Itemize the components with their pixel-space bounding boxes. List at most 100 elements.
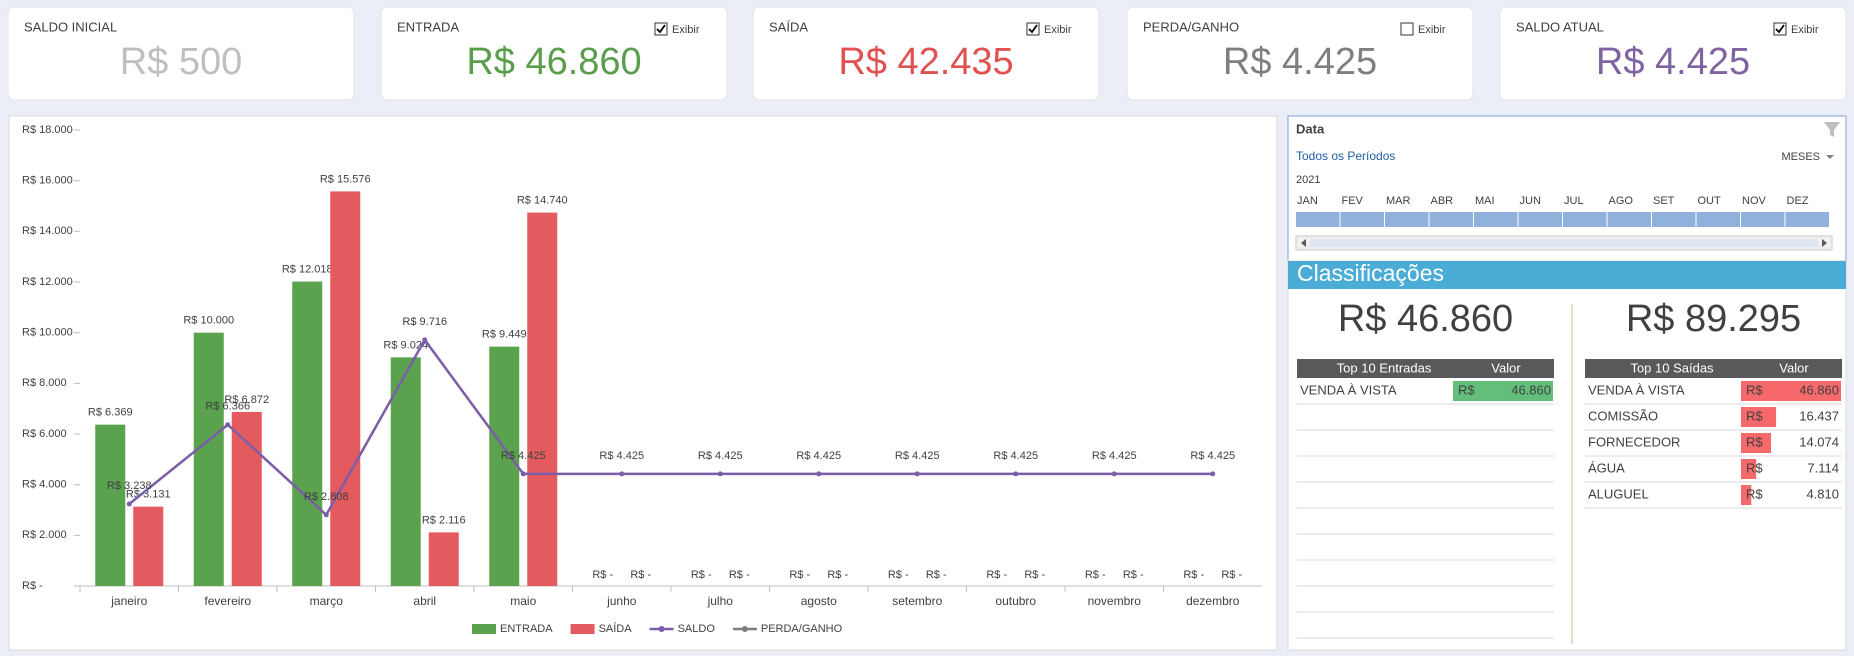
data-label: R$ 6.366 xyxy=(205,401,250,413)
bar xyxy=(231,411,262,586)
timeline-month-bar[interactable] xyxy=(1474,212,1518,227)
timeline-month-bar[interactable] xyxy=(1429,212,1474,227)
timeline-month-bar[interactable] xyxy=(1518,212,1563,227)
data-bar xyxy=(1741,433,1772,453)
timeline-title: Data xyxy=(1296,121,1325,136)
row-currency: R$ xyxy=(1746,434,1763,449)
data-bar xyxy=(1741,407,1777,427)
row-currency: R$ xyxy=(1458,382,1475,397)
row-currency: R$ xyxy=(1746,486,1763,501)
data-label: R$ - xyxy=(1024,569,1045,581)
timeline-month-bar[interactable] xyxy=(1607,212,1652,227)
timeline-month: AGO xyxy=(1609,195,1634,207)
checkmark xyxy=(1028,24,1038,34)
checkbox-label: Exibir xyxy=(672,24,700,36)
x-tick-label: setembro xyxy=(892,594,942,608)
scroll-left[interactable] xyxy=(1301,239,1306,247)
card xyxy=(752,6,1100,101)
x-tick-label: dezembro xyxy=(1186,594,1240,608)
bar xyxy=(527,212,558,586)
row-value: 16.437 xyxy=(1799,408,1839,423)
data-label: R$ - xyxy=(630,569,651,581)
checkbox[interactable] xyxy=(654,22,668,36)
bar xyxy=(95,424,126,586)
line-marker xyxy=(323,512,329,518)
card-value: R$ 46.860 xyxy=(466,41,641,83)
x-tick-label: novembro xyxy=(1088,594,1142,608)
card xyxy=(7,6,355,101)
scroll-right[interactable] xyxy=(1822,239,1827,247)
data-label: R$ - xyxy=(1221,569,1242,581)
line-marker xyxy=(1210,471,1216,477)
y-tick-label: R$ 12.000 xyxy=(22,276,73,288)
checkbox[interactable] xyxy=(1026,22,1040,36)
timeline-month: MAI xyxy=(1475,195,1495,207)
x-tick-label: julho xyxy=(707,594,734,608)
data-label: R$ 2.808 xyxy=(304,491,349,503)
timeline-month: FEV xyxy=(1342,195,1364,207)
data-label: R$ 9.716 xyxy=(402,316,447,328)
card-title: PERDA/GANHO xyxy=(1143,19,1239,34)
data-bar xyxy=(1741,381,1841,401)
y-tick-label: R$ 18.000 xyxy=(22,124,73,136)
timeline-month-bar[interactable] xyxy=(1385,212,1429,227)
checkbox-label: Exibir xyxy=(1791,24,1819,36)
line-marker xyxy=(126,501,132,507)
data-label: R$ 10.000 xyxy=(183,315,234,327)
checkbox[interactable] xyxy=(1400,22,1414,36)
timeline-month-bar[interactable] xyxy=(1340,212,1385,227)
checkbox-label: Exibir xyxy=(1044,24,1072,36)
bar xyxy=(292,281,323,586)
line-marker xyxy=(619,471,625,477)
line xyxy=(128,337,1213,517)
timeline-month: OUT xyxy=(1698,195,1722,207)
bar xyxy=(133,506,164,586)
card-value: R$ 42.435 xyxy=(838,41,1013,83)
bar xyxy=(330,191,361,586)
clear-filter-icon[interactable] xyxy=(1824,122,1840,137)
timeline-month-bar[interactable] xyxy=(1785,212,1830,227)
timeline-month-bar[interactable] xyxy=(1652,212,1696,227)
row-value: 46.860 xyxy=(1799,382,1839,397)
timeline-month-bar[interactable] xyxy=(1696,212,1741,227)
data-label: R$ - xyxy=(729,569,750,581)
timeline-month-bar[interactable] xyxy=(1296,212,1340,227)
timeline-month-bar[interactable] xyxy=(1563,212,1607,227)
card-title: SAÍDA xyxy=(769,19,808,34)
data-label: R$ 4.425 xyxy=(1092,450,1137,462)
row-name: FORNECEDOR xyxy=(1588,434,1680,449)
legend-label: SALDO xyxy=(678,623,716,635)
data-label: R$ 6.872 xyxy=(224,394,269,406)
x-tick-label: fevereiro xyxy=(204,594,251,608)
y-tick-label: R$ 2.000 xyxy=(22,529,67,541)
checkbox-label: Exibir xyxy=(1418,24,1446,36)
line-marker xyxy=(422,337,428,343)
y-tick-label: R$ - xyxy=(22,580,43,592)
data-label: R$ 4.425 xyxy=(796,450,841,462)
table-header-cell: Valor xyxy=(1491,360,1521,375)
line-marker xyxy=(914,471,920,477)
card-value: R$ 4.425 xyxy=(1596,41,1750,83)
timeline-selection: Todos os Períodos xyxy=(1296,149,1395,163)
data-label: R$ 12.018 xyxy=(282,263,333,275)
table-header-cell: Valor xyxy=(1779,360,1809,375)
row-name: COMISSÃO xyxy=(1588,408,1658,423)
timeline-month: JAN xyxy=(1297,195,1318,207)
dropdown-arrow xyxy=(1826,155,1834,159)
legend-swatch xyxy=(472,624,496,634)
data-label: R$ 15.576 xyxy=(320,173,371,185)
checkbox[interactable] xyxy=(1773,22,1787,36)
row-currency: R$ xyxy=(1746,382,1763,397)
row-value: 7.114 xyxy=(1807,460,1839,475)
scroll-thumb xyxy=(1310,239,1818,247)
timeline-month-bar[interactable] xyxy=(1741,212,1785,227)
legend-swatch xyxy=(570,624,595,634)
data-label: R$ 3.238 xyxy=(107,480,152,492)
row-name: VENDA À VISTA xyxy=(1300,382,1397,397)
data-label: R$ 4.425 xyxy=(895,450,940,462)
data-label: R$ 4.425 xyxy=(501,450,546,462)
timeline-month: DEZ xyxy=(1787,195,1809,207)
legend-swatch xyxy=(741,626,748,632)
timeline-level[interactable]: MESES xyxy=(1781,151,1820,163)
